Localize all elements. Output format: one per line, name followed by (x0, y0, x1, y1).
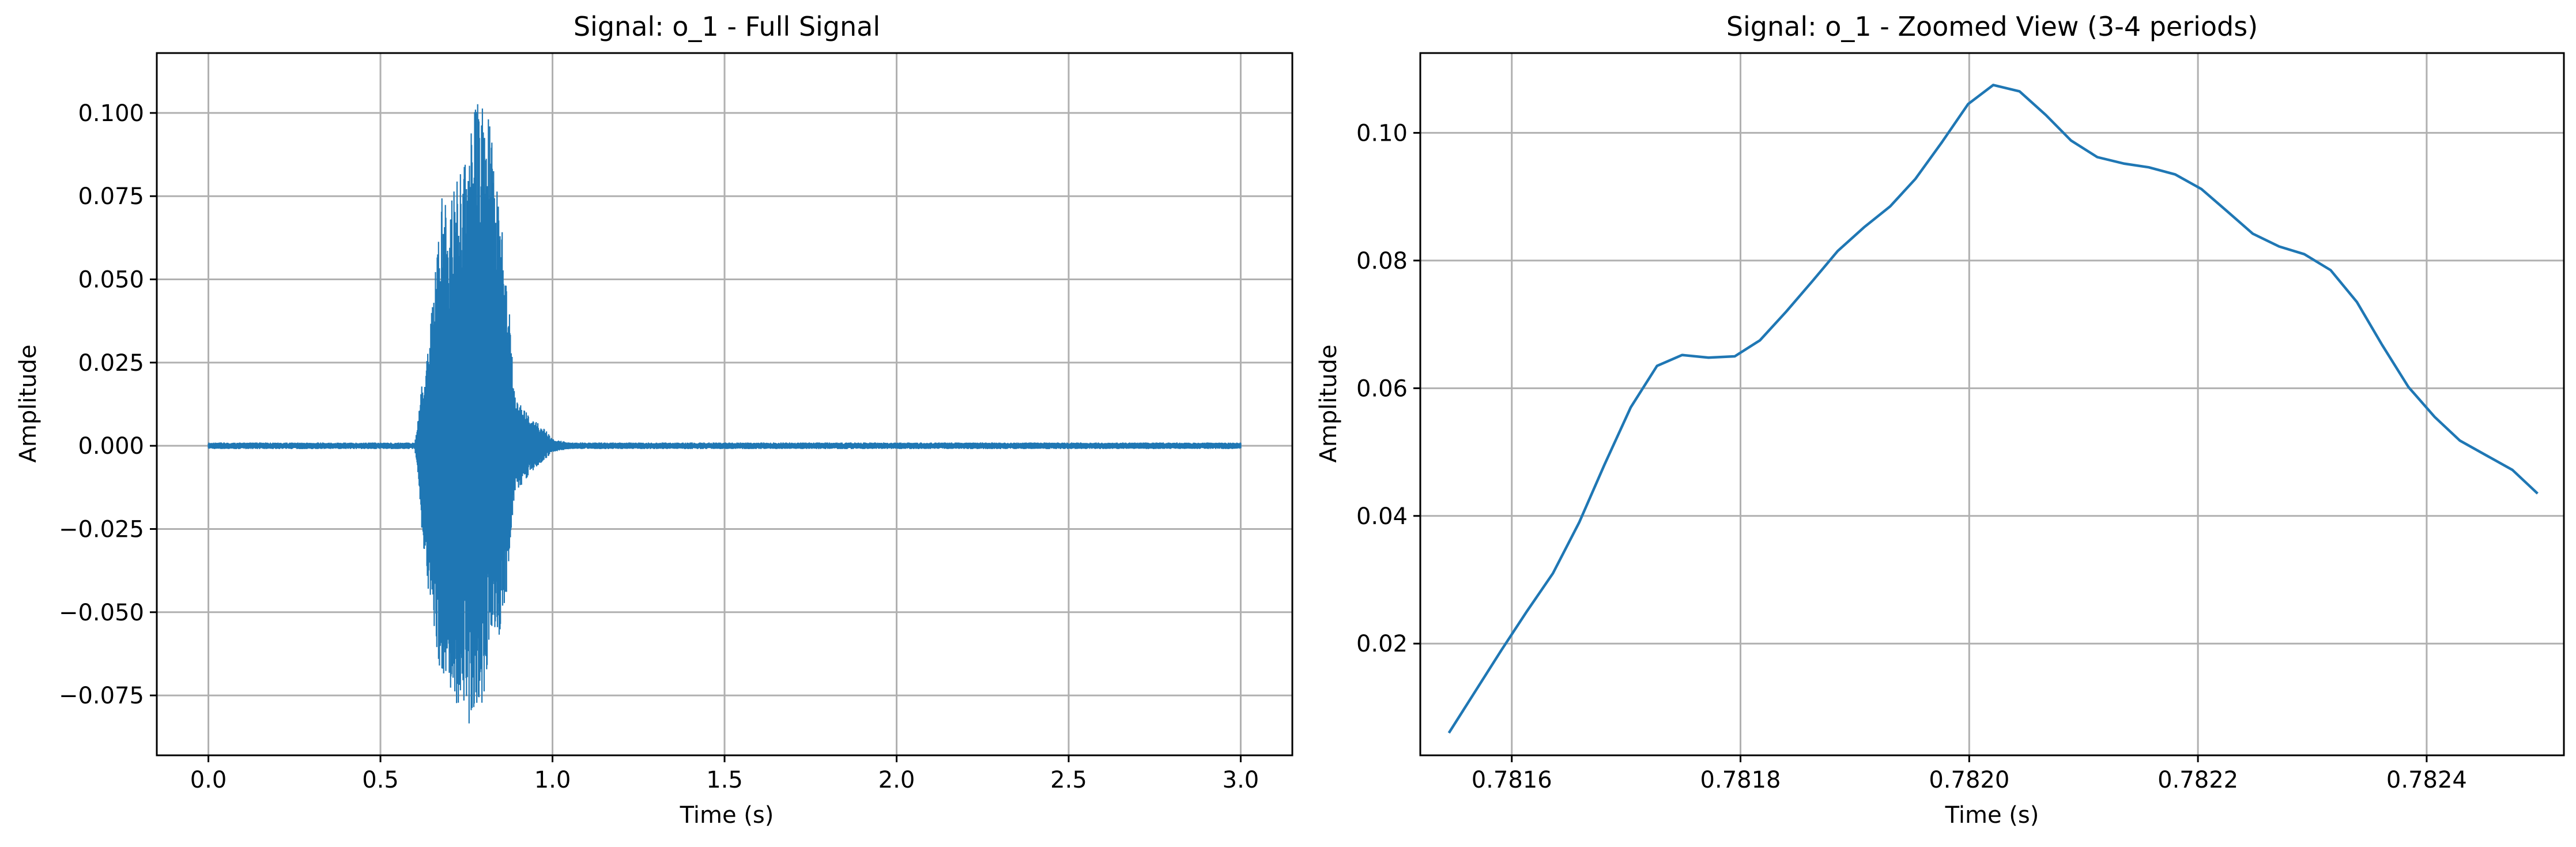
x-tick-label: 0.5 (362, 767, 399, 793)
x-axis-label: Time (s) (1945, 802, 2039, 829)
chart-title: Signal: o_1 - Full Signal (574, 11, 880, 42)
y-tick-label: −0.025 (59, 516, 144, 543)
y-tick-label: 0.10 (1356, 120, 1408, 146)
tick-marks (150, 112, 1242, 762)
y-tick-label: 0.06 (1356, 375, 1408, 402)
y-tick-label: −0.050 (59, 600, 144, 626)
x-tick-label: 0.7822 (2158, 767, 2238, 793)
x-tick-label: 0.0 (190, 767, 227, 793)
y-axis-label: Amplitude (1315, 345, 1342, 463)
signal-series (1447, 84, 2539, 734)
y-tick-label: 0.050 (78, 267, 144, 293)
x-tick-label: 3.0 (1223, 767, 1259, 793)
full-signal-chart: 0.0 0.5 1.0 1.5 2.0 2.5 3.0 −0.075 −0.050 −0.025 0… (15, 11, 1293, 829)
grid-lines (1420, 53, 2564, 755)
x-tick-label: 1.5 (706, 767, 743, 793)
x-tick-label: 1.0 (534, 767, 571, 793)
y-tick-label: 0.02 (1356, 631, 1408, 657)
x-tick-label: 0.7816 (1472, 767, 1552, 793)
x-tick-label: 0.7824 (2386, 767, 2467, 793)
x-tick-label: 0.7820 (1929, 767, 2009, 793)
x-tick-label: 0.7818 (1700, 767, 1781, 793)
axes-frame (1419, 52, 2565, 756)
x-tick-label: 2.0 (878, 767, 915, 793)
tick-marks (1413, 131, 2428, 762)
chart-title: Signal: o_1 - Zoomed View (3-4 periods) (1726, 11, 2258, 42)
y-tick-label: 0.04 (1356, 503, 1408, 530)
zoomed-view-chart: 0.7816 0.7818 0.7820 0.7822 0.7824 0.02 0.04 0.… (1315, 11, 2565, 829)
y-tick-label: 0.075 (78, 183, 144, 210)
x-tick-label: 2.5 (1050, 767, 1087, 793)
tick-labels: 0.0 0.5 1.0 1.5 2.0 2.5 3.0 −0.075 −0.050 −0.025 0… (59, 100, 1259, 793)
y-tick-label: 0.025 (78, 350, 144, 377)
y-tick-label: −0.075 (59, 683, 144, 709)
tick-labels: 0.7816 0.7818 0.7820 0.7822 0.7824 0.02 0.04 0.… (1356, 120, 2467, 793)
y-tick-label: 0.08 (1356, 248, 1408, 274)
y-axis-label: Amplitude (15, 345, 42, 463)
signal-line (1447, 84, 2539, 734)
y-tick-label: 0.100 (78, 100, 144, 127)
y-tick-label: 0.000 (78, 433, 144, 460)
signal-series (208, 104, 1242, 724)
x-axis-label: Time (s) (680, 802, 774, 829)
